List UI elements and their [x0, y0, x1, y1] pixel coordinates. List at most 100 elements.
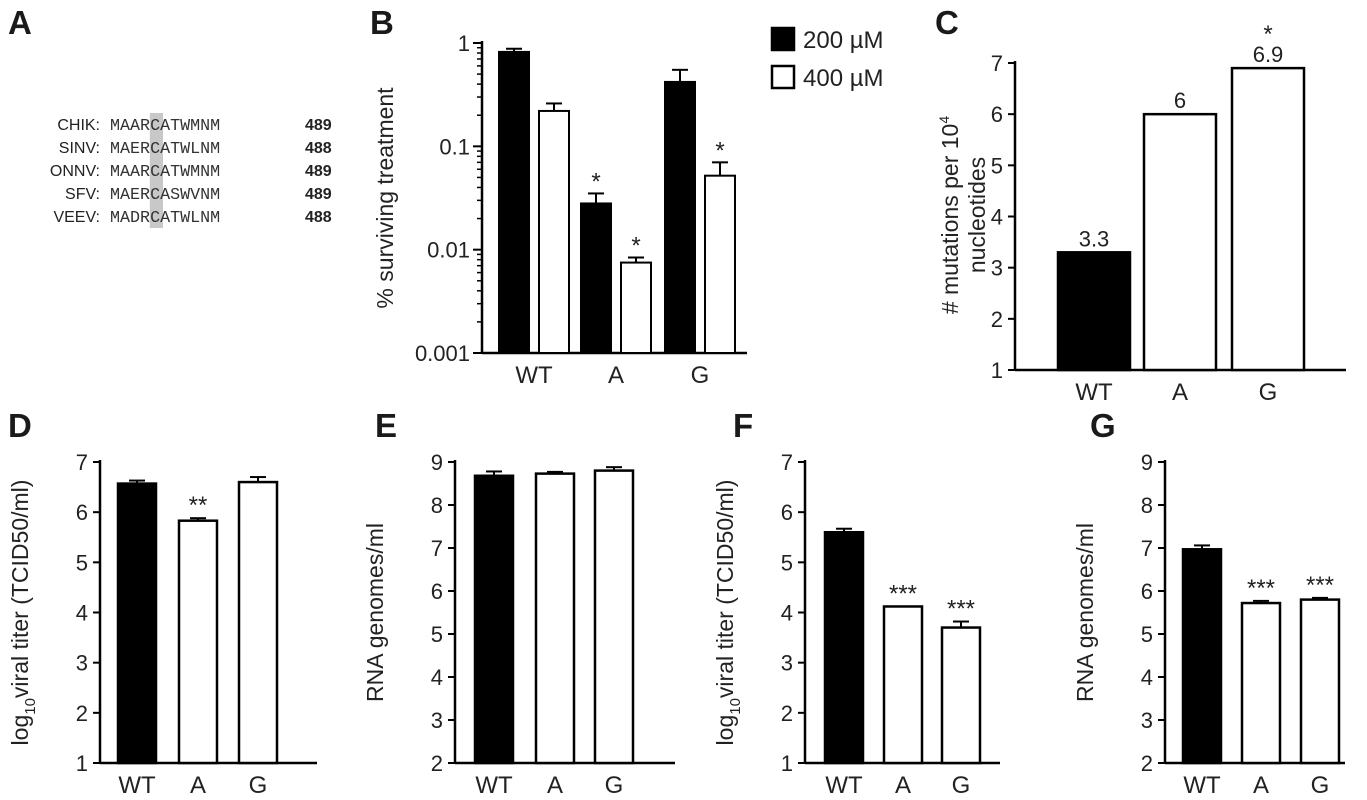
- chart-d-y-axis-label-post: viral titer (TCID50/ml): [7, 480, 33, 699]
- chart-g-y-tick-label: 2: [1141, 751, 1153, 776]
- alignment-row-name: ONNV:: [50, 163, 100, 180]
- chart-f-bar: [823, 530, 865, 765]
- chart-d-y-axis-label: log10viral titer (TCID50/ml): [7, 480, 39, 746]
- chart-e-bar: [473, 474, 515, 765]
- chart-d-y-tick-label: 4: [76, 601, 88, 626]
- chart-d-bar: [177, 519, 219, 765]
- chart-g-bar: [1299, 598, 1341, 765]
- chart-f-y-axis-label: log10viral titer (TCID50/ml): [712, 480, 744, 746]
- chart-g-x-category-label: G: [1311, 772, 1330, 799]
- chart-c-x-category-label: G: [1259, 379, 1278, 406]
- chart-g-y-tick-label: 6: [1141, 579, 1153, 604]
- chart-b-bar: [704, 174, 736, 354]
- panel-label-g: G: [1090, 407, 1116, 444]
- alignment-row-sequence: MAARCATWMNM: [110, 117, 220, 136]
- chart-g-y-tick-label: 3: [1141, 708, 1153, 733]
- chart-c-bar: [1056, 251, 1132, 372]
- chart-d-y-tick-label: 1: [76, 751, 88, 776]
- chart-c-x-category-label: WT: [1075, 379, 1113, 406]
- chart-d-x-category-label: G: [249, 772, 268, 799]
- chart-d-y-tick-label: 5: [76, 550, 88, 575]
- chart-c-y-axis-label-text: # mutations per 10: [937, 124, 963, 315]
- chart-g-y-tick-label: 5: [1141, 622, 1153, 647]
- chart-e-y-tick-label: 4: [431, 665, 443, 690]
- chart-f-y-tick-label: 6: [781, 500, 793, 525]
- alignment-row-sequence: MAARCATWMNM: [110, 163, 220, 182]
- chart-g-x-category-label: WT: [1183, 772, 1221, 799]
- chart-g-y-tick-label: 8: [1141, 493, 1153, 518]
- chart-c-value-label: 6.9: [1253, 42, 1284, 67]
- chart-g-x-category-label: A: [1253, 772, 1269, 799]
- alignment-row-name: SFV:: [65, 186, 100, 203]
- chart-d-y-tick-label: 6: [76, 500, 88, 525]
- chart-e-y-axis-label: RNA genomes/ml: [362, 523, 388, 702]
- chart-g-bar: [1181, 548, 1223, 765]
- chart-d-y-tick-label: 7: [76, 450, 88, 475]
- chart-f-significance-marker: ***: [947, 596, 975, 623]
- panel-label-e: E: [375, 407, 397, 444]
- chart-c-y-tick-label: 1: [991, 358, 1003, 383]
- panel-label-d: D: [8, 407, 32, 444]
- chart-e-y-tick-label: 9: [431, 450, 443, 475]
- sequence-alignment: CHIK: MAARCATWMNM 489 SINV: MAERCATWLNM 488 ON…: [50, 113, 332, 228]
- chart-d-viral-titer: 1 2 3 4 5 6 7 log10viral titer (TCID50/ml) WT A G *…: [7, 450, 317, 799]
- chart-c-y-axis-label-line2: nucleotides: [964, 157, 990, 273]
- chart-b-bar: [620, 261, 652, 354]
- chart-f-bar: [882, 605, 924, 765]
- chart-c-y-tick-label: 4: [991, 205, 1003, 230]
- chart-f-y-tick-label: 2: [781, 701, 793, 726]
- alignment-row-position: 489: [305, 163, 332, 180]
- chart-c-y-tick-label: 6: [991, 102, 1003, 127]
- chart-c-value-label: 3.3: [1079, 226, 1110, 251]
- chart-b-legend-swatch: [770, 26, 796, 52]
- chart-g-significance-marker: ***: [1306, 572, 1334, 599]
- chart-f-x-category-label: WT: [825, 772, 863, 799]
- chart-f-y-tick-label: 4: [781, 601, 793, 626]
- chart-c-bar: [1230, 66, 1306, 372]
- chart-d-x-category-label: WT: [118, 772, 156, 799]
- chart-f-y-axis-label-post: viral titer (TCID50/ml): [712, 480, 738, 699]
- chart-b-x-category-label: A: [608, 362, 624, 389]
- chart-b-y-axis-label: % surviving treatment: [372, 87, 398, 309]
- chart-g-y-tick-label: 7: [1141, 536, 1153, 561]
- alignment-row-sequence: MAERCATWLNM: [110, 140, 220, 159]
- chart-e-y-tick-label: 7: [431, 536, 443, 561]
- chart-c-y-tick-label: 5: [991, 153, 1003, 178]
- chart-e-y-tick-label: 6: [431, 579, 443, 604]
- chart-c-y-tick-label: 7: [991, 51, 1003, 76]
- chart-c-value-label: 6: [1174, 88, 1186, 113]
- chart-d-significance-marker: **: [189, 492, 208, 519]
- chart-d-bar: [116, 482, 158, 765]
- chart-f-viral-titer: 1 2 3 4 5 6 7 log10viral titer (TCID50/ml) WT A G *…: [712, 450, 1000, 799]
- chart-g-y-axis-label: RNA genomes/ml: [1072, 523, 1098, 702]
- chart-e-x-category-label: G: [605, 772, 624, 799]
- chart-f-y-tick-label: 5: [781, 550, 793, 575]
- chart-d-bar: [237, 480, 279, 765]
- chart-d-y-tick-label: 2: [76, 701, 88, 726]
- chart-d-x-category-label: A: [190, 772, 206, 799]
- chart-b-significance-marker: *: [631, 232, 640, 259]
- chart-f-x-category-label: A: [895, 772, 911, 799]
- chart-b-y-tick-label: 1: [458, 31, 470, 56]
- alignment-row-sequence: MADRCATWLNM: [110, 209, 220, 228]
- chart-f-y-tick-label: 7: [781, 450, 793, 475]
- chart-c-y-tick-label: 3: [991, 256, 1003, 281]
- chart-e-bar: [534, 472, 576, 765]
- alignment-row-position: 489: [305, 186, 332, 203]
- chart-d-y-axis-label-sub: 10: [22, 698, 39, 715]
- chart-e-y-tick-label: 2: [431, 751, 443, 776]
- chart-b-significance-marker: *: [715, 137, 724, 164]
- panel-label-c: C: [935, 4, 959, 41]
- alignment-row-position: 488: [305, 209, 332, 226]
- chart-b-bar: [664, 80, 696, 354]
- alignment-row-sequence: MAERCASWVNM: [110, 186, 220, 205]
- chart-c-significance-marker: *: [1263, 21, 1272, 48]
- chart-f-y-axis-label-sub: 10: [727, 698, 744, 715]
- chart-f-y-tick-label: 1: [781, 751, 793, 776]
- chart-f-y-axis-label-pre: log: [712, 715, 738, 746]
- alignment-row-name: CHIK:: [57, 117, 100, 134]
- chart-e-rna-genomes: 2 3 4 5 6 7 8 9 RNA genomes/ml WT A G: [362, 450, 675, 799]
- chart-e-bar: [593, 469, 635, 765]
- chart-b-y-tick-label: 0.1: [439, 134, 470, 159]
- chart-b-legend-label: 200 µM: [803, 27, 884, 54]
